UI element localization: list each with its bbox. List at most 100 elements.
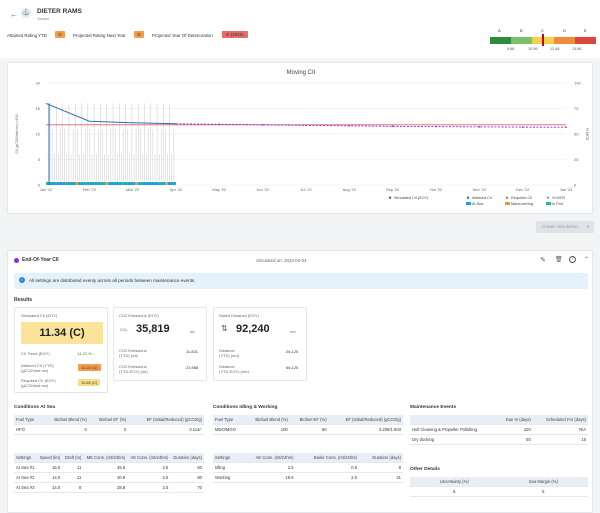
eoy-card: End-Of-Year CII Simulated on: 2022-04-04…	[7, 250, 593, 513]
mode-segment	[78, 182, 82, 185]
x-tick-label: Feb '22	[83, 187, 97, 192]
attained-cii-line	[45, 102, 177, 125]
cell: N/A	[532, 424, 588, 435]
delete-icon[interactable]: 🗑	[555, 257, 563, 263]
mode-segment	[94, 182, 98, 185]
distance-ytd-value: 26,120	[286, 349, 299, 354]
rating-marker	[542, 34, 544, 46]
legend-swatch	[466, 196, 470, 199]
simulated-cii-point	[435, 125, 437, 128]
cell: 19.6	[239, 472, 296, 483]
distance-unit: nm	[290, 329, 296, 334]
simulated-cii-card: Simulated CII (EOY) 11.34 (C) CII Trend …	[14, 307, 108, 393]
x-tick-label: Apr '22	[170, 187, 183, 192]
table-row: At Sea #2 14.0 11 30.9 2.5 80	[14, 472, 204, 483]
distance-card: Sailed Distance (EOY) ⇅ 92,240 nm Distan…	[213, 307, 307, 381]
mode-segment	[97, 182, 101, 185]
rating-segment-a	[490, 37, 512, 44]
col-header: Duration (days)	[358, 453, 403, 463]
mode-segment	[170, 182, 174, 185]
simulated-cii-title: Simulated CII (EOY)	[21, 313, 58, 318]
mode-segment	[151, 182, 155, 185]
legend-swatch	[546, 202, 551, 205]
simulated-cii-line	[175, 123, 567, 128]
co2-unit: mt	[190, 329, 195, 334]
mode-segment	[51, 182, 55, 185]
attained-cii-label: Attained CII (YTD) (gCO2/dwt·nm)	[21, 363, 54, 373]
vessel-avatar: ⚓	[21, 8, 31, 18]
required-cii-label: Required CII (EOY) (gCO2/dwt·nm)	[21, 378, 56, 388]
simulated-cii-point	[348, 125, 351, 127]
cell: Dry docking	[410, 434, 497, 445]
x-tick-label: Oct '22	[430, 187, 443, 192]
mode-segment	[146, 182, 149, 185]
mode-segment	[111, 182, 114, 185]
mode-segment	[143, 182, 147, 185]
col-header: Settings	[14, 453, 38, 463]
cell: 3.206/1.603	[328, 424, 403, 435]
info-text: All settings are distributed evenly acro…	[29, 278, 196, 283]
co2-value: 35,819	[136, 323, 170, 335]
mode-segment	[100, 182, 103, 185]
mode-segment	[113, 182, 117, 185]
x-tick-label: Jul '22	[300, 187, 312, 192]
x-tick-label: Jan '23	[560, 187, 574, 192]
create-simulation-label: Create simulation	[542, 224, 578, 229]
legend-label: In Port	[552, 202, 564, 206]
cell: 2.5	[127, 482, 171, 493]
create-simulation-button[interactable]: Create simulation ▾	[536, 221, 594, 233]
cell: At Sea #1	[14, 462, 38, 473]
chevron-down-icon: ▾	[586, 224, 589, 229]
mode-segment	[154, 182, 158, 185]
cell: 5	[410, 486, 499, 497]
legend-swatch	[388, 196, 392, 199]
idling-settings-table: Settings AE Cons. (mt/24hrs) Boiler Cons. …	[213, 453, 403, 483]
mode-segment	[70, 182, 74, 185]
cell: 8	[62, 482, 84, 493]
cell: 14.0	[37, 482, 63, 493]
co2-title: CO2 Emissions (EOY)	[119, 313, 159, 318]
col-header: Duration (days)	[170, 453, 204, 463]
mode-segment	[119, 182, 122, 185]
table-row: HFO 0 0 3.114/-	[14, 424, 204, 435]
attained-rating-label: Attained Rating YTD	[7, 33, 47, 38]
cell: 30.9	[83, 472, 128, 483]
y2-tick-label: 0	[574, 183, 577, 188]
mode-segment	[64, 182, 68, 185]
distance-eoy-value: 66,120	[286, 365, 299, 370]
legend-swatch	[546, 196, 550, 199]
back-arrow-icon[interactable]: ←	[10, 10, 18, 19]
col-header: Uncertainty (%)	[410, 477, 499, 487]
simulated-cii-point	[218, 123, 221, 126]
legend-label: Attained CII	[472, 196, 492, 200]
mode-segment	[165, 182, 168, 185]
mode-segment	[135, 182, 139, 185]
eoy-title: End-Of-Year CII	[22, 257, 59, 263]
edit-icon[interactable]: ✎	[540, 257, 546, 264]
deterioration-badge: E (2025)	[222, 31, 248, 38]
cell: 3.114/-	[128, 424, 204, 435]
rating-letter-e: E	[584, 28, 587, 33]
co2-ytd-value: 11,831	[186, 349, 198, 354]
mode-segment	[59, 182, 63, 185]
cell: 2.5	[239, 462, 296, 473]
chart-title: Moving CII	[286, 70, 316, 76]
maintenance-table: Due In (days) Scheduled For (days) Hull C…	[410, 415, 588, 445]
attained-rating-badge: D	[55, 31, 65, 38]
col-header: EF (Initial/Reduced) (gCO2/g)	[328, 415, 403, 425]
mode-segment	[83, 182, 87, 185]
simulated-cii-point	[478, 126, 481, 128]
legend-label: Maneuvering	[511, 202, 533, 206]
legend-swatch	[505, 196, 509, 199]
simulated-cii-value: 11.34 (C)	[21, 322, 103, 344]
vessel-name: DIETER RAMS	[37, 8, 82, 15]
co2-ytd-label: CO2 Emissions (YTD) (mt)	[119, 348, 147, 358]
cell: 41	[358, 472, 403, 483]
table-row: Dry docking 50 15	[410, 434, 588, 445]
help-icon[interactable]: ?	[569, 256, 576, 263]
col-header: Sea Margin (%)	[498, 477, 588, 487]
chevron-up-icon[interactable]: ⌃	[584, 257, 590, 263]
col-header: Biofuel Blend (%)	[42, 415, 89, 425]
table-row: At Sea #3 14.0 8 28.8 2.5 70	[14, 482, 204, 493]
